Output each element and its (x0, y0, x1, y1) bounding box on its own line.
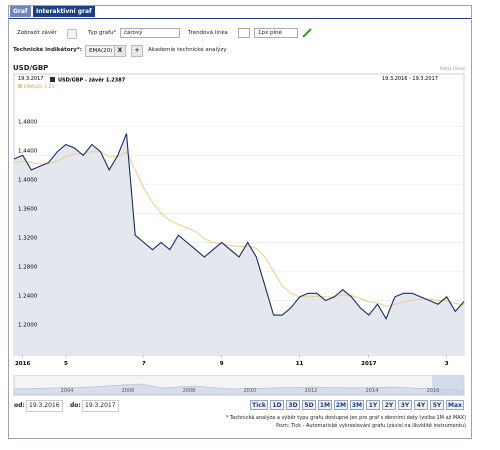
chart-type-select[interactable]: čárový (120, 28, 180, 38)
range-button[interactable]: 5Y (430, 400, 444, 410)
y-tick-label: 1.2800 (18, 265, 38, 271)
legend-swatch (50, 77, 55, 82)
navigator-year: 2010 (244, 388, 257, 394)
range-button[interactable]: 3Y (398, 400, 412, 410)
color-picker[interactable] (238, 28, 250, 38)
show-close-label: Zobrazit závěr (17, 30, 57, 36)
line-style-select[interactable]: 1px plné (254, 28, 298, 38)
widget-frame (8, 5, 472, 439)
price-line (13, 133, 465, 320)
navigator-year: 2014 (366, 388, 379, 394)
tab[interactable]: Graf (10, 6, 31, 17)
to-label: do: (70, 402, 81, 409)
chart-type-label: Typ grafu* (88, 30, 117, 36)
tab-active[interactable]: Interaktivní graf (33, 6, 95, 17)
navigator-year: 2016 (427, 388, 440, 394)
range-button[interactable]: 2Y (382, 400, 396, 410)
source: Patria Online (440, 66, 466, 71)
legend-date: 19.3.2017 (18, 76, 43, 82)
add-button[interactable]: + (131, 45, 143, 57)
range-button[interactable]: 4Y (414, 400, 428, 410)
y-tick-label: 1.4000 (18, 177, 38, 183)
pencil-icon[interactable] (301, 27, 313, 39)
y-tick-label: 1.2000 (18, 323, 38, 329)
range-text: 19.3.2016 - 19.3.2017 (382, 76, 438, 82)
x-tick-label: 3 (445, 361, 449, 367)
range-button[interactable]: 1M (318, 400, 332, 410)
tab-bar-line (9, 18, 471, 19)
area (14, 133, 464, 355)
navigator-year: 2004 (61, 388, 74, 394)
y-tick-label: 1.3600 (18, 206, 38, 212)
range-button[interactable]: 1D (270, 400, 284, 410)
trend-label: Trendová linka (188, 30, 228, 36)
y-tick-label: 1.3200 (18, 235, 38, 241)
navigator: 2004 2006 2008 2010 2012 2014 2016 (13, 375, 465, 396)
legend-label: USD/GBP - závěr 1.2387 (58, 77, 126, 84)
x-tick-label: 9 (220, 361, 224, 367)
x-tick-label: 2017 (361, 361, 376, 367)
navigator-year: 2012 (305, 388, 318, 394)
y-tick-label: 1.4400 (18, 148, 38, 154)
range-button[interactable]: 2M (334, 400, 348, 410)
range-button[interactable]: 1Y (366, 400, 380, 410)
indicator-chip[interactable]: EMA(20) (85, 45, 117, 57)
legend-swatch (18, 84, 22, 88)
instrument-title: USD/GBP (13, 64, 49, 72)
range-button[interactable]: Tick (250, 400, 268, 410)
note: Pozn: Tick - Automatické vykreslování gr… (276, 423, 466, 429)
chart: 19.3.2017 19.3.2016 - 19.3.2017 Patria O… (13, 73, 465, 367)
to-input[interactable]: 19.3.2017 (82, 400, 119, 412)
y-tick-label: 1.2400 (18, 294, 38, 300)
academy-link[interactable]: Akademie technické analýzy (148, 47, 227, 53)
x-tick-label: 11 (296, 361, 304, 367)
checkbox[interactable] (67, 29, 77, 39)
range-button[interactable]: 3M (350, 400, 364, 410)
indicator-line (13, 150, 465, 307)
remove-button[interactable]: X (114, 45, 126, 57)
x-tick-label: 2016 (15, 361, 30, 367)
navigator-year: 2008 (183, 388, 196, 394)
range-button[interactable]: 3D (286, 400, 300, 410)
note: * Technická analýza a výběr typu grafu d… (225, 415, 466, 421)
from-input[interactable]: 19.3.2016 (26, 400, 63, 412)
from-label: od: (14, 402, 25, 409)
x-tick-label: 5 (64, 361, 68, 367)
y-tick-label: 1.4800 (18, 119, 38, 125)
range-button[interactable]: 5D (302, 400, 316, 410)
x-tick-label: 7 (142, 361, 146, 367)
range-button[interactable]: Max (446, 400, 464, 410)
legend-label: EMA(20) 1.23 (24, 84, 55, 90)
indicators-label: Technické indikátory*: (13, 47, 82, 53)
navigator-year: 2006 (122, 388, 135, 394)
